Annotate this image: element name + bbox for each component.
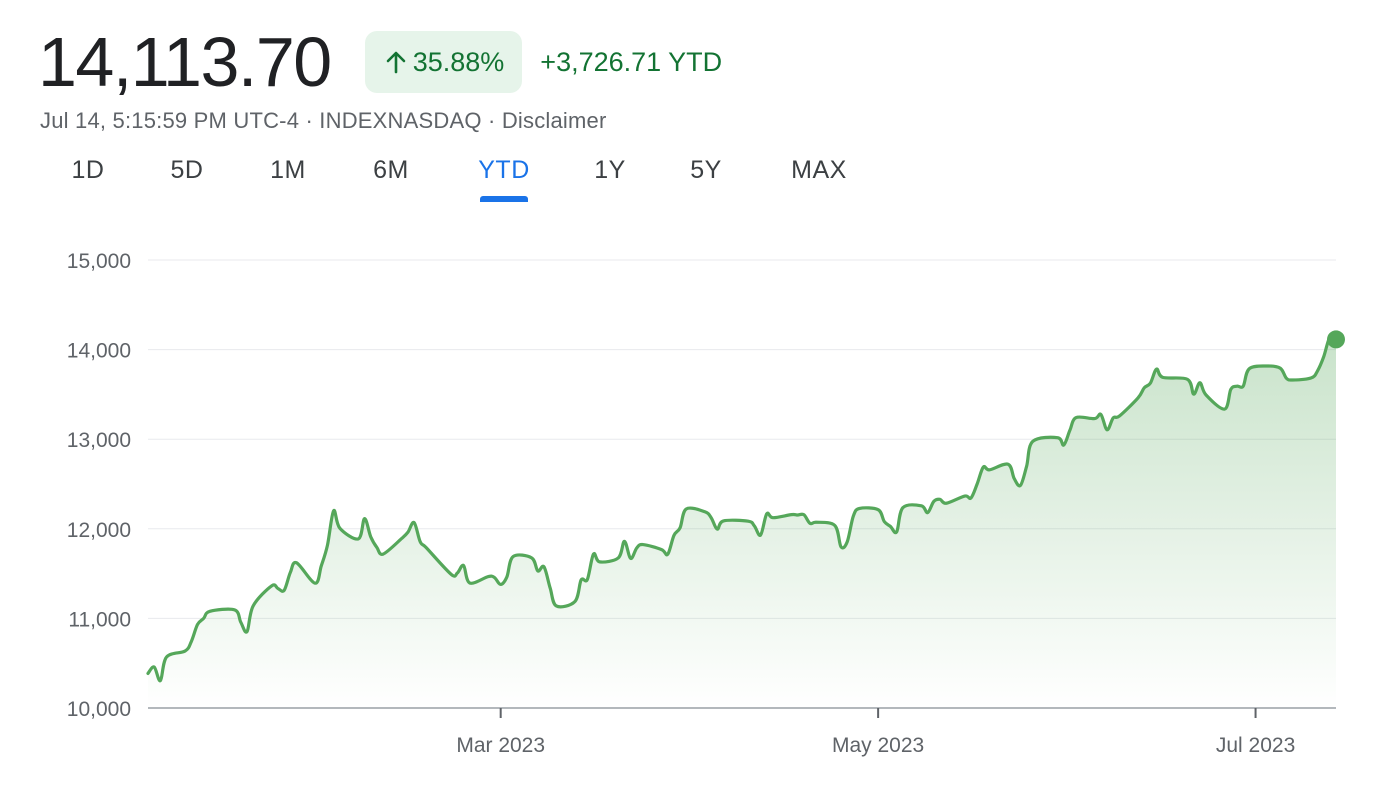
- y-tick-label: 13,000: [67, 429, 131, 452]
- price-area-fill: [148, 336, 1336, 708]
- x-axis: Mar 2023 May 2023 Jul 2023: [456, 708, 1295, 757]
- y-axis-labels: 10,000 11,000 12,000 13,000 14,000 15,000: [67, 250, 131, 721]
- y-tick-label: 10,000: [67, 698, 131, 721]
- y-tick-label: 15,000: [67, 250, 131, 273]
- x-tick-label: May 2023: [832, 734, 924, 757]
- tab-1d[interactable]: 1D: [71, 156, 105, 184]
- tab-5y[interactable]: 5Y: [690, 156, 722, 184]
- change-percent-badge: 35.88%: [364, 31, 523, 93]
- arrow-up-icon: [386, 51, 406, 74]
- y-tick-label: 11,000: [68, 608, 131, 631]
- meta-separator: ·: [299, 108, 320, 133]
- y-tick-label: 12,000: [67, 519, 131, 542]
- time-range-tabs: 1D 5D 1M 6M YTD 1Y 5Y MAX: [0, 156, 900, 206]
- change-percent-value: 35.88%: [412, 46, 505, 77]
- disclaimer-link[interactable]: Disclaimer: [501, 108, 607, 133]
- meta-separator: ·: [481, 108, 502, 133]
- tab-1m[interactable]: 1M: [270, 156, 306, 184]
- change-absolute-value: +3,726.71 YTD: [540, 46, 723, 77]
- tab-5d[interactable]: 5D: [170, 156, 204, 184]
- quote-meta: Jul 14, 5:15:59 PM UTC-4 · INDEXNASDAQ ·…: [40, 108, 607, 134]
- quote-timestamp: Jul 14, 5:15:59 PM UTC-4: [40, 108, 300, 133]
- active-tab-indicator: [480, 196, 528, 202]
- price-line: [146, 334, 1338, 683]
- y-tick-label: 14,000: [67, 340, 131, 363]
- tab-ytd[interactable]: YTD: [478, 156, 530, 184]
- x-tick-label: Mar 2023: [456, 734, 545, 757]
- exchange-name: INDEXNASDAQ: [319, 108, 482, 133]
- quote-header: 14,113.70 35.88% +3,726.71 YTD: [38, 22, 722, 102]
- x-tick-label: Jul 2023: [1216, 734, 1295, 757]
- tab-6m[interactable]: 6M: [373, 156, 409, 184]
- tab-1y[interactable]: 1Y: [594, 156, 626, 184]
- tab-max[interactable]: MAX: [791, 156, 847, 184]
- last-price-marker: [1327, 330, 1345, 349]
- current-price: 14,113.70: [38, 23, 332, 101]
